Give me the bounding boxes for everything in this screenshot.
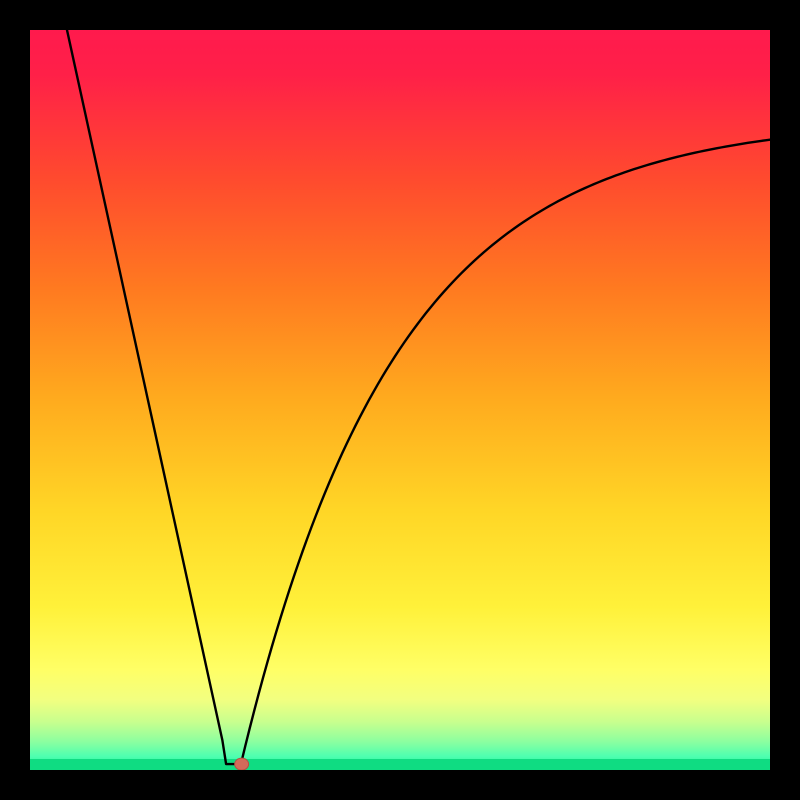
plot-area <box>30 30 770 770</box>
frame-border-right <box>770 0 800 800</box>
bottleneck-curve <box>30 30 770 770</box>
frame-border-bottom <box>0 770 800 800</box>
frame-border-top <box>0 0 800 30</box>
optimum-marker <box>235 758 249 770</box>
frame-border-left <box>0 0 30 800</box>
curve-path <box>67 30 770 764</box>
chart-stage: TheBottleneck.com <box>0 0 800 800</box>
